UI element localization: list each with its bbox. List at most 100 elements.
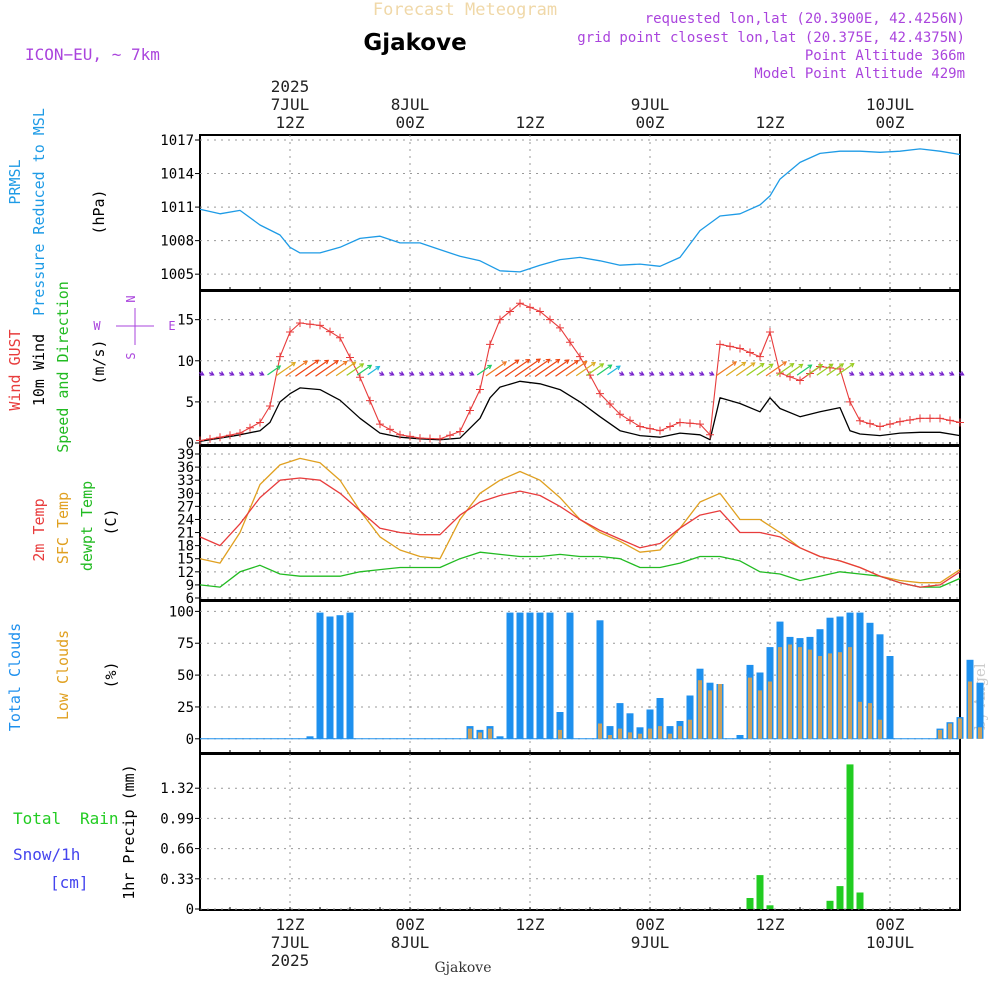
gust-marker: [486, 340, 494, 349]
model-altitude: Model Point Altitude 429m: [754, 66, 965, 82]
low-cloud-bar: [608, 735, 612, 739]
dewpt-temp-line: [199, 551, 961, 588]
t2m-label: 2m Temp: [30, 498, 48, 561]
wind-direction-arrow: [275, 362, 296, 377]
y-tick-label: 0: [186, 902, 194, 918]
low-cloud-bar: [798, 647, 802, 739]
wind-arrow-head: [351, 361, 357, 367]
total-cloud-bar: [516, 612, 524, 739]
wind-arrow-head: [669, 371, 675, 376]
y-tick-label: 21: [177, 526, 194, 542]
wind-arrow-head: [209, 371, 215, 376]
wind-arrow-head: [582, 360, 588, 366]
low-cloud-bar: [478, 732, 482, 739]
top-time-label: 10JUL: [866, 95, 914, 114]
wind-arrow-head: [929, 371, 935, 376]
wind-direction-arrow: [494, 359, 519, 377]
low-cloud-bar: [558, 729, 562, 739]
y-tick-label: 0.33: [160, 872, 194, 888]
gust-marker: [336, 333, 344, 342]
bottom-time-label: 00Z: [396, 915, 425, 934]
wind-speed-line: [199, 380, 961, 443]
top-time-label: 12Z: [756, 113, 785, 132]
clouds-unit-label: (%): [102, 661, 120, 688]
wind-direction-arrow: [285, 360, 308, 377]
gust-marker: [206, 434, 214, 443]
total-cloud-bar: [976, 682, 984, 739]
top-time-label: 2025: [271, 77, 310, 96]
wind-direction-arrow: [305, 359, 329, 377]
low-cloud-bar: [718, 684, 722, 739]
wind-label: 10m Wind: [30, 334, 48, 406]
total-cloud-bar: [506, 612, 514, 739]
wind-direction-arrow: [836, 363, 855, 376]
low-cloud-bar: [628, 732, 632, 739]
gust-marker: [616, 410, 624, 419]
wind-direction-arrow: [786, 363, 803, 376]
y-tick-label: 1008: [160, 234, 194, 250]
sfc-temp-line: [199, 457, 961, 584]
y-tick-label: 1017: [160, 133, 194, 149]
y-tick-label: 39: [177, 447, 194, 463]
gust-marker: [716, 340, 724, 349]
total-cloud-bar: [346, 612, 354, 739]
total-cloud-bar: [626, 713, 634, 739]
gust-marker: [236, 429, 244, 438]
wind-arrow-head: [732, 361, 738, 366]
wind-arrow-head: [409, 371, 415, 376]
low-cloud-bar: [678, 726, 682, 739]
wind-arrow-head: [639, 371, 645, 376]
low-cloud-bar: [778, 647, 782, 739]
total-cloud-bar: [536, 612, 544, 739]
gust-marker: [686, 419, 694, 428]
compass-w: W: [93, 319, 101, 333]
gust-label: Wind GUST: [6, 329, 24, 410]
y-tick-label: 0.99: [160, 811, 194, 827]
gust-marker: [726, 342, 734, 351]
wind-arrow-head: [689, 371, 695, 376]
gust-marker: [886, 420, 894, 429]
wind-direction-arrow: [607, 365, 621, 376]
product-title: Forecast Meteogram: [373, 0, 557, 20]
gust-marker: [386, 425, 394, 434]
total-cloud-bar: [856, 612, 864, 739]
wind-arrow-head: [607, 364, 613, 369]
total-cloud-bar: [666, 726, 674, 739]
top-time-label: 7JUL: [271, 95, 310, 114]
gust-marker: [856, 416, 864, 425]
gust-marker: [846, 397, 854, 406]
low-cloud-bar: [618, 728, 622, 739]
wind-arrow-head: [303, 360, 309, 366]
gust-marker: [346, 353, 354, 362]
wind-arrow-head: [525, 359, 531, 364]
wind-direction-arrow: [325, 361, 348, 377]
wind-direction-arrow: [555, 360, 579, 377]
wind-direction-arrow: [476, 364, 492, 376]
total-cloud-bar: [496, 736, 504, 739]
total-cloud-bar: [606, 726, 614, 739]
rain-bar: [746, 898, 754, 909]
y-tick-label: 18: [177, 539, 194, 555]
low-cloud-bar: [598, 723, 602, 739]
rain-label: Rain: [80, 809, 119, 828]
y-tick-label: 1005: [160, 267, 194, 283]
total-cloud-bar: [686, 695, 694, 739]
gust-marker: [556, 323, 564, 332]
panel-frame: [199, 445, 961, 601]
prmsl-desc-label: Pressure Reduced to MSL: [30, 108, 48, 316]
wind-arrow-head: [818, 364, 824, 369]
gust-marker: [916, 414, 924, 423]
gust-marker: [456, 427, 464, 436]
wind-direction-arrow: [267, 365, 281, 376]
gust-marker: [666, 422, 674, 431]
gust-marker: [226, 431, 234, 440]
model-label: ICON−EU, ~ 7km: [25, 45, 160, 64]
wind-direction-arrow: [746, 363, 765, 376]
wind-arrow-head: [789, 363, 795, 368]
compass-e: E: [168, 319, 175, 333]
total-cloud-bar: [526, 612, 534, 739]
gust-marker: [416, 434, 424, 443]
gust-marker: [736, 344, 744, 353]
pressure-line: [199, 148, 961, 273]
bottom-time-label: 8JUL: [391, 933, 430, 952]
